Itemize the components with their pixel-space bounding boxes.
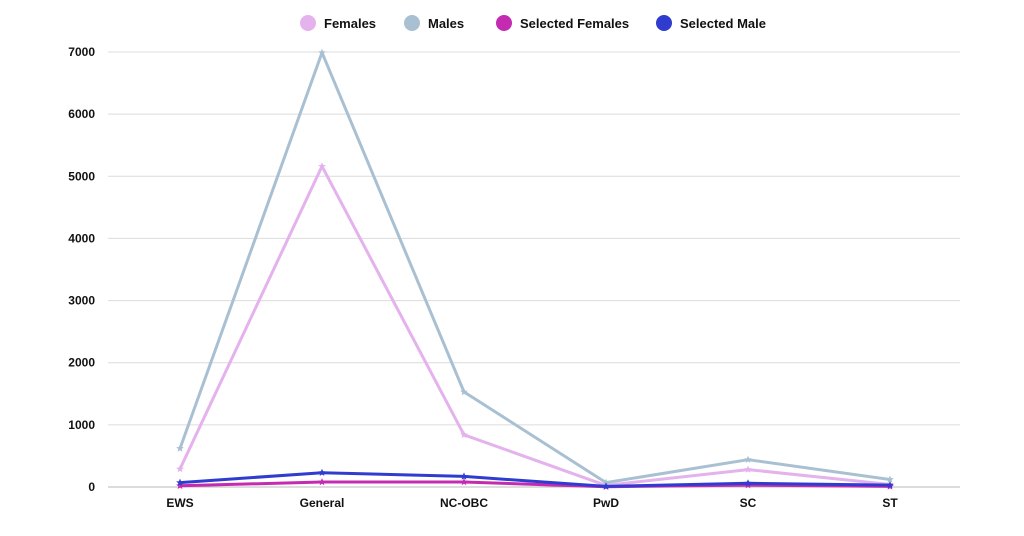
series-line-males <box>178 51 892 485</box>
y-axis: 0 1000 2000 3000 4000 5000 6000 7000 <box>68 45 95 494</box>
data-point-selected-male-general <box>318 468 326 476</box>
y-tick-label: 2000 <box>68 356 95 370</box>
legend-label: Females <box>324 16 376 31</box>
data-point-males-pwd <box>602 478 610 486</box>
data-point-selected-females-ews <box>176 481 184 489</box>
series-females <box>176 162 894 489</box>
y-tick-label: 5000 <box>68 169 95 183</box>
legend-item-selected-females[interactable]: Selected Females <box>496 15 629 31</box>
y-tick-label: 6000 <box>68 107 95 121</box>
data-point-males-general <box>318 48 326 56</box>
legend-item-males[interactable]: Males <box>404 15 464 31</box>
series-line-selected-females <box>178 480 892 489</box>
y-tick-label: 0 <box>88 480 95 494</box>
data-point-selected-females-nc-obc <box>460 478 468 486</box>
x-tick-label: General <box>300 496 345 510</box>
y-tick-label: 1000 <box>68 418 95 432</box>
data-point-females-nc-obc <box>460 430 468 438</box>
data-point-selected-male-sc <box>744 479 752 487</box>
series-lines <box>176 48 894 490</box>
y-tick-label: 4000 <box>68 231 95 245</box>
data-point-selected-male-st <box>886 481 894 489</box>
gridlines <box>108 51 960 488</box>
x-axis: EWS General NC-OBC PwD SC ST <box>166 496 898 510</box>
x-tick-label: SC <box>740 496 757 510</box>
data-point-males-sc <box>744 455 752 463</box>
x-tick-label: PwD <box>593 496 619 510</box>
legend-item-selected-male[interactable]: Selected Male <box>656 15 766 31</box>
data-point-selected-male-nc-obc <box>460 472 468 480</box>
legend-swatch <box>404 15 420 31</box>
data-point-selected-male-ews <box>176 478 184 486</box>
data-point-males-nc-obc <box>460 387 468 396</box>
x-tick-label: EWS <box>166 496 193 510</box>
series-males <box>176 48 894 486</box>
legend: Females Males Selected Females Selected Mal… <box>300 15 766 31</box>
data-point-females-general <box>318 162 326 170</box>
data-point-females-sc <box>744 465 752 473</box>
y-tick-label: 3000 <box>68 294 95 308</box>
legend-label: Selected Females <box>520 16 629 31</box>
data-point-selected-females-general <box>318 478 326 486</box>
series-selected-male <box>176 468 894 490</box>
x-tick-label: ST <box>882 496 898 510</box>
data-point-females-ews <box>176 465 184 473</box>
data-point-males-ews <box>176 444 184 452</box>
data-point-selected-male-pwd <box>602 482 610 490</box>
data-point-males-st <box>886 475 894 483</box>
legend-label: Males <box>428 16 464 31</box>
legend-label: Selected Male <box>680 16 766 31</box>
legend-swatch <box>496 15 512 31</box>
series-line-females <box>178 164 892 487</box>
legend-swatch <box>656 15 672 31</box>
legend-item-females[interactable]: Females <box>300 15 376 31</box>
x-tick-label: NC-OBC <box>440 496 488 510</box>
series-line-selected-male <box>178 471 892 488</box>
legend-swatch <box>300 15 316 31</box>
y-tick-label: 7000 <box>68 45 95 59</box>
